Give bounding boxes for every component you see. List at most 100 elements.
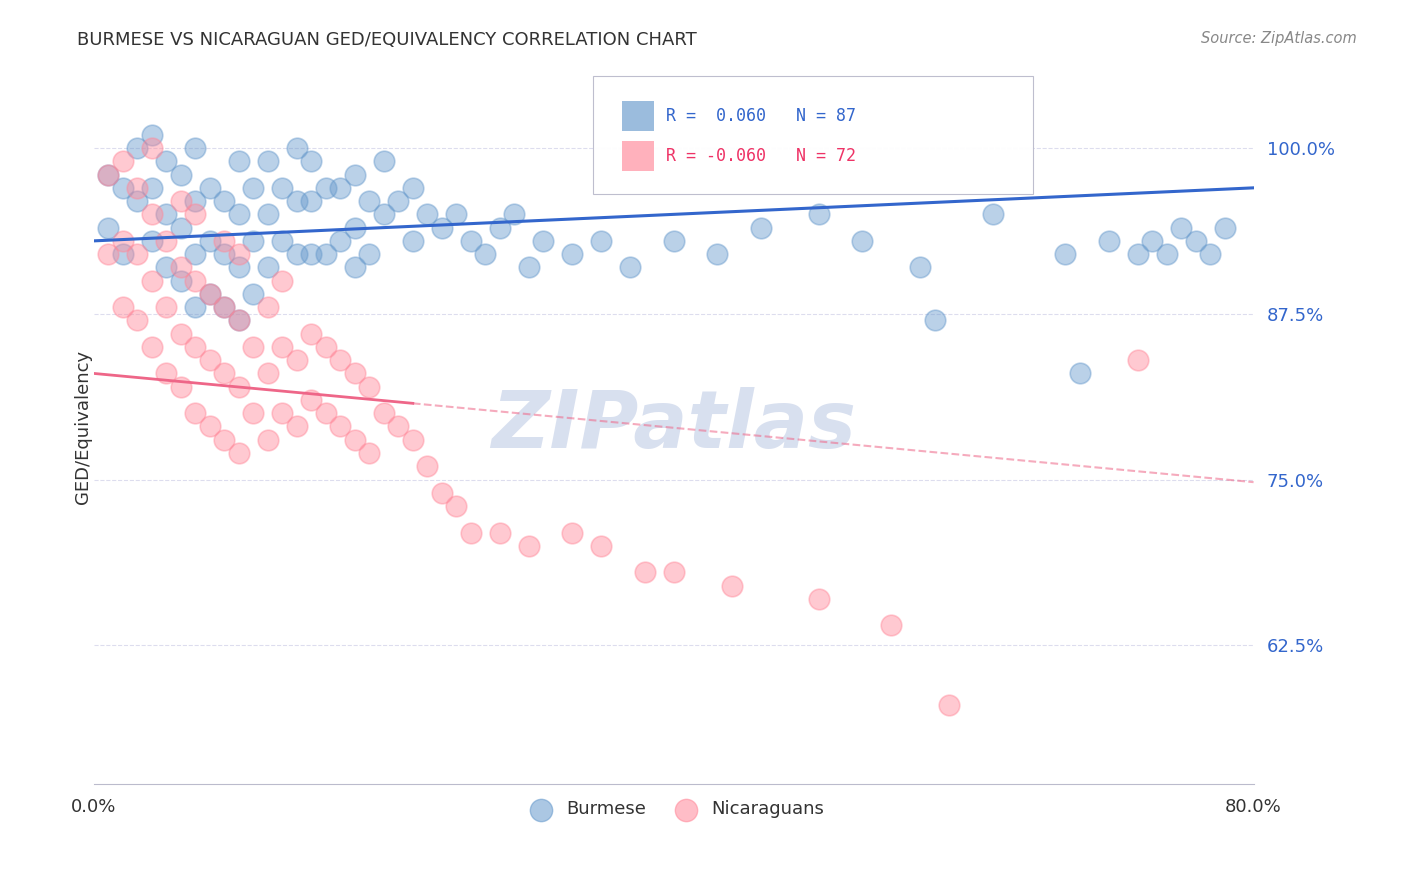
Point xyxy=(591,234,613,248)
Point xyxy=(474,247,496,261)
Point xyxy=(170,220,193,235)
Point xyxy=(141,234,163,248)
Point xyxy=(170,380,193,394)
Point xyxy=(242,286,264,301)
Point xyxy=(198,419,221,434)
Point xyxy=(343,433,366,447)
Point xyxy=(271,274,294,288)
Point xyxy=(141,181,163,195)
Point xyxy=(662,234,685,248)
Point xyxy=(1126,247,1149,261)
Point xyxy=(1054,247,1077,261)
Point xyxy=(242,181,264,195)
Text: Source: ZipAtlas.com: Source: ZipAtlas.com xyxy=(1201,31,1357,46)
Point xyxy=(430,485,453,500)
Point xyxy=(97,168,120,182)
Point xyxy=(416,207,439,221)
Point xyxy=(214,247,236,261)
Point xyxy=(517,539,540,553)
Text: R = -0.060   N = 72: R = -0.060 N = 72 xyxy=(665,147,856,165)
Point xyxy=(155,300,177,314)
Point xyxy=(170,274,193,288)
Point xyxy=(1126,353,1149,368)
Point xyxy=(97,168,120,182)
Point xyxy=(531,234,554,248)
Point xyxy=(198,234,221,248)
Point xyxy=(343,260,366,275)
Point xyxy=(155,154,177,169)
Point xyxy=(155,260,177,275)
Point xyxy=(141,340,163,354)
Point xyxy=(981,207,1004,221)
Point xyxy=(460,234,482,248)
Point xyxy=(214,433,236,447)
Point xyxy=(170,168,193,182)
Point xyxy=(127,181,149,195)
Point xyxy=(373,207,395,221)
Point xyxy=(1184,234,1206,248)
Point xyxy=(315,340,337,354)
Point xyxy=(242,406,264,420)
Point xyxy=(446,499,468,513)
Point xyxy=(285,194,308,208)
Point xyxy=(299,326,322,341)
Point xyxy=(111,247,134,261)
Point xyxy=(851,234,873,248)
Point xyxy=(271,234,294,248)
Point xyxy=(141,274,163,288)
Point xyxy=(460,525,482,540)
Point xyxy=(214,300,236,314)
Point xyxy=(198,286,221,301)
Point xyxy=(97,220,120,235)
Point xyxy=(299,247,322,261)
Point xyxy=(359,247,381,261)
Point xyxy=(329,353,352,368)
Point xyxy=(285,247,308,261)
Point xyxy=(416,459,439,474)
Point xyxy=(387,194,409,208)
Point xyxy=(315,247,337,261)
Point xyxy=(184,207,207,221)
Point xyxy=(561,247,583,261)
Point xyxy=(1140,234,1163,248)
Point xyxy=(257,367,280,381)
Point xyxy=(285,419,308,434)
Point xyxy=(170,326,193,341)
Point xyxy=(228,313,250,327)
Point xyxy=(170,194,193,208)
Point xyxy=(329,234,352,248)
Point xyxy=(299,154,322,169)
Point xyxy=(127,247,149,261)
Point xyxy=(198,181,221,195)
Point xyxy=(329,181,352,195)
Point xyxy=(359,446,381,460)
Point xyxy=(359,380,381,394)
Point xyxy=(198,353,221,368)
Point xyxy=(184,274,207,288)
Point xyxy=(561,525,583,540)
Text: R =  0.060   N = 87: R = 0.060 N = 87 xyxy=(665,107,856,125)
Point xyxy=(184,141,207,155)
Point xyxy=(299,392,322,407)
Point xyxy=(619,260,641,275)
Point xyxy=(257,300,280,314)
Point xyxy=(807,591,830,606)
Point xyxy=(285,141,308,155)
Point xyxy=(214,367,236,381)
Point xyxy=(634,566,657,580)
Point xyxy=(924,313,946,327)
Point xyxy=(242,234,264,248)
Point xyxy=(127,194,149,208)
Point xyxy=(488,220,510,235)
Point xyxy=(111,181,134,195)
Point xyxy=(807,207,830,221)
Bar xyxy=(621,141,654,171)
Point xyxy=(938,698,960,712)
Point xyxy=(271,181,294,195)
Point xyxy=(430,220,453,235)
Text: ZIPatlas: ZIPatlas xyxy=(491,387,856,466)
Point xyxy=(749,220,772,235)
Point xyxy=(127,313,149,327)
Point xyxy=(315,181,337,195)
Point xyxy=(402,234,425,248)
